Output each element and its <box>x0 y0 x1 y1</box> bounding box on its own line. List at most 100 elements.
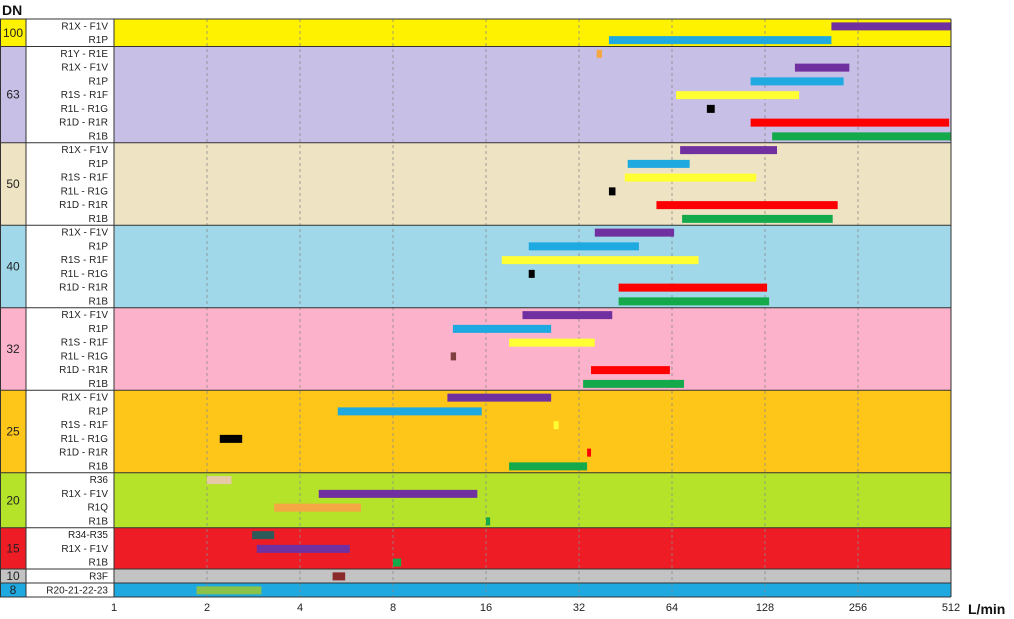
row-label-dn25-r1p: R1P <box>89 406 109 417</box>
x-tick-label-1: 1 <box>111 602 117 614</box>
bar-dn63-r1y-r1e-0 <box>597 50 602 58</box>
row-label-dn32-r1l-r1g: R1L - R1G <box>61 351 109 362</box>
row-label-dn40-r1p: R1P <box>89 241 109 252</box>
bar-dn100-r1p-0 <box>609 36 831 44</box>
bar-dn50-r1l-r1g-0 <box>609 187 616 195</box>
bar-dn32-r1d-r1r-0 <box>591 366 670 374</box>
row-label-dn32-r1s-r1f: R1S - R1F <box>61 338 108 349</box>
group-band-dn-32 <box>0 308 951 391</box>
row-label-dn63-r1b: R1B <box>89 131 109 142</box>
bar-dn40-r1p-0 <box>529 242 639 250</box>
row-label-dn63-r1s-r1f: R1S - R1F <box>61 90 108 101</box>
x-tick-label-64: 64 <box>666 602 678 614</box>
bar-dn15-r1x-f1v-0 <box>257 545 350 553</box>
bar-dn63-r1x-f1v-0 <box>795 64 849 72</box>
group-band-dn-15 <box>0 528 951 569</box>
bar-dn32-r1s-r1f-0 <box>509 339 595 347</box>
dn-label-100: 100 <box>3 26 23 40</box>
bar-dn32-r1p-0 <box>453 325 551 333</box>
group-band-dn-50 <box>0 143 951 226</box>
bar-dn40-r1l-r1g-0 <box>529 270 535 278</box>
bar-dn50-r1b-0 <box>682 215 833 223</box>
row-label-dn50-r1l-r1g: R1L - R1G <box>61 186 109 197</box>
bar-dn20-r36-0 <box>207 476 231 484</box>
bar-dn15-r34-r35-0 <box>252 531 274 539</box>
bar-dn50-r1s-r1f-0 <box>625 174 757 182</box>
bar-dn40-r1b-0 <box>619 297 769 305</box>
x-tick-label-4: 4 <box>297 602 303 614</box>
bar-dn8-r20-21-22-23-0 <box>197 586 262 594</box>
x-tick-label-256: 256 <box>849 602 867 614</box>
bar-dn63-r1d-r1r-0 <box>751 119 950 127</box>
row-label-dn15-r1x-f1v: R1X - F1V <box>61 544 108 555</box>
bar-dn50-r1p-0 <box>628 160 690 168</box>
row-label-dn50-r1b: R1B <box>89 214 109 225</box>
row-label-dn20-r1x-f1v: R1X - F1V <box>61 489 108 500</box>
x-tick-label-2: 2 <box>204 602 210 614</box>
row-label-dn50-r1p: R1P <box>89 159 109 170</box>
dn-label-32: 32 <box>6 342 20 356</box>
row-label-dn25-r1l-r1g: R1L - R1G <box>61 434 109 445</box>
group-band-dn-40 <box>0 225 951 308</box>
dn-label-63: 63 <box>6 88 20 102</box>
x-tick-label-32: 32 <box>573 602 585 614</box>
row-label-dn40-r1b: R1B <box>89 296 109 307</box>
row-label-dn25-r1s-r1f: R1S - R1F <box>61 420 108 431</box>
dn-label-10: 10 <box>6 569 20 583</box>
dn-label-8: 8 <box>10 583 17 597</box>
bar-dn32-r1l-r1g-0 <box>451 352 456 360</box>
row-label-dn25-r1x-f1v: R1X - F1V <box>61 393 108 404</box>
x-tick-label-128: 128 <box>756 602 774 614</box>
row-label-dn40-r1x-f1v: R1X - F1V <box>61 228 108 239</box>
bar-dn20-r1q-0 <box>274 504 361 512</box>
row-label-dn50-r1s-r1f: R1S - R1F <box>61 173 108 184</box>
x-tick-label-16: 16 <box>480 602 492 614</box>
row-label-dn32-r1b: R1B <box>89 379 109 390</box>
bar-dn25-r1b-0 <box>509 462 587 470</box>
dn-flow-chart: R1X - F1V R1P R1Y - R1E R1X - F1V R1P R1S - R… <box>0 0 1014 619</box>
group-band-dn-63 <box>0 47 951 143</box>
group-band-dn-25 <box>0 390 951 473</box>
bar-dn25-r1s-r1f-0 <box>554 421 559 429</box>
y-axis-title: DN <box>2 2 22 18</box>
row-label-dn63-r1d-r1r: R1D - R1R <box>59 118 108 129</box>
row-label-dn63-r1l-r1g: R1L - R1G <box>61 104 109 115</box>
row-label-dn100-r1x-f1v: R1X - F1V <box>61 21 108 32</box>
bar-dn63-r1b-0 <box>772 132 951 140</box>
dn-label-40: 40 <box>6 260 20 274</box>
row-label-dn100-r1p: R1P <box>89 35 109 46</box>
bar-dn100-r1x-f1v-0 <box>831 22 951 30</box>
row-label-dn40-r1s-r1f: R1S - R1F <box>61 255 108 266</box>
bar-dn15-r1b-0 <box>393 559 401 567</box>
row-label-dn32-r1p: R1P <box>89 324 109 335</box>
bar-dn25-r1p-0 <box>338 407 482 415</box>
row-label-dn25-r1d-r1r: R1D - R1R <box>59 448 108 459</box>
x-tick-label-8: 8 <box>390 602 396 614</box>
row-label-dn50-r1d-r1r: R1D - R1R <box>59 200 108 211</box>
x-tick-label-512: 512 <box>942 602 960 614</box>
bar-dn25-r1l-r1g-0 <box>220 435 242 443</box>
row-label-dn63-r1y-r1e: R1Y - R1E <box>60 49 108 60</box>
row-label-dn10-r3f: R3F <box>89 571 108 582</box>
row-label-dn50-r1x-f1v: R1X - F1V <box>61 145 108 156</box>
row-label-dn15-r34-r35: R34-R35 <box>68 530 108 541</box>
row-label-dn63-r1x-f1v: R1X - F1V <box>61 63 108 74</box>
dn-label-50: 50 <box>6 177 20 191</box>
row-label-dn20-r1q: R1Q <box>87 503 108 514</box>
row-label-dn20-r36: R36 <box>90 475 109 486</box>
bar-dn20-r1x-f1v-0 <box>319 490 478 498</box>
row-label-dn32-r1x-f1v: R1X - F1V <box>61 310 108 321</box>
group-band-dn-8 <box>0 583 951 597</box>
dn-label-15: 15 <box>6 541 20 555</box>
bar-dn32-r1x-f1v-0 <box>522 311 612 319</box>
x-axis-title: L/min <box>968 601 1005 617</box>
row-label-dn15-r1b: R1B <box>89 558 109 569</box>
bar-dn25-r1d-r1r-0 <box>587 449 591 457</box>
bar-dn25-r1x-f1v-0 <box>447 394 551 402</box>
group-band-dn-20 <box>0 473 951 528</box>
row-label-dn32-r1d-r1r: R1D - R1R <box>59 365 108 376</box>
row-label-dn20-r1b: R1B <box>89 516 109 527</box>
row-label-dn63-r1p: R1P <box>89 76 109 87</box>
bar-dn40-r1x-f1v-0 <box>595 229 674 237</box>
row-label-dn40-r1d-r1r: R1D - R1R <box>59 283 108 294</box>
